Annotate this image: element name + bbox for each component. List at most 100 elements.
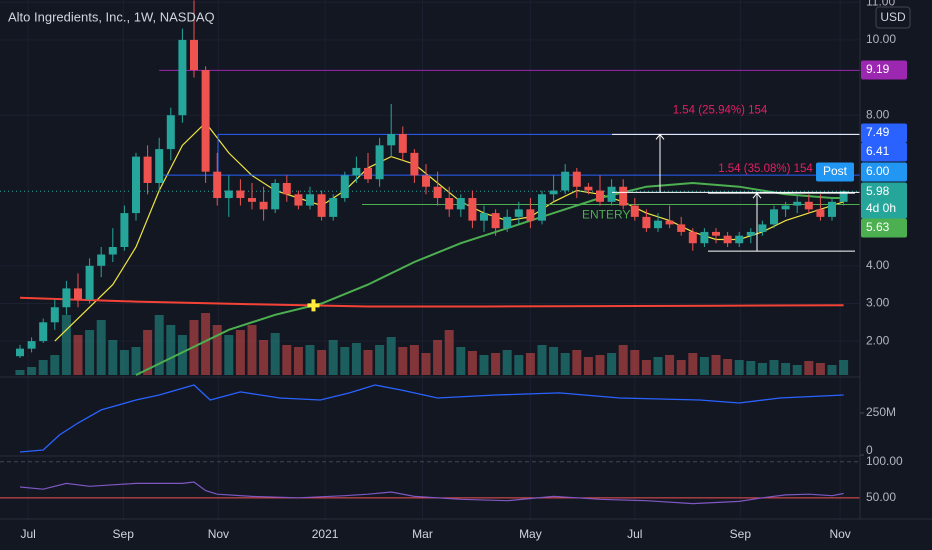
volume-bar xyxy=(491,353,501,375)
volume-bar xyxy=(560,353,570,375)
volume-bar xyxy=(50,355,60,375)
price-label-box xyxy=(861,218,907,238)
candle-body xyxy=(375,145,384,180)
volume-bar xyxy=(433,340,443,375)
candle-body xyxy=(758,224,767,232)
x-tick-label: Nov xyxy=(829,527,850,541)
volume-bar xyxy=(317,350,327,375)
volume-bar xyxy=(293,347,303,375)
volume-bar xyxy=(711,355,721,375)
volume-bar xyxy=(305,345,315,375)
x-tick-label: Mar xyxy=(412,527,433,541)
volume-bar xyxy=(537,345,547,375)
volume-bar xyxy=(607,353,617,375)
candle-body xyxy=(190,39,198,71)
candle-body xyxy=(224,190,233,199)
candle-body xyxy=(74,288,82,300)
obv-line xyxy=(19,384,844,453)
y-tick-label: 50.00 xyxy=(866,490,896,504)
y-tick-label: 2.00 xyxy=(866,333,890,347)
price-label: 6.41 xyxy=(866,144,890,158)
candle-body xyxy=(654,220,662,229)
candle-body xyxy=(97,254,106,266)
volume-bar xyxy=(502,350,512,375)
candle-body xyxy=(166,115,175,150)
candle-body xyxy=(16,348,24,357)
candle-body xyxy=(294,194,303,206)
chart-title: Alto Ingredients, Inc., 1W, NASDAQ xyxy=(8,9,215,24)
x-tick-label: Jul xyxy=(627,527,642,541)
volume-bar xyxy=(525,353,535,375)
volume-bar xyxy=(665,355,675,375)
volume-bar xyxy=(201,313,211,375)
y-tick-label: 250M xyxy=(866,405,896,419)
candle-body xyxy=(712,231,720,236)
candle-body xyxy=(642,216,651,229)
volume-bar xyxy=(340,347,350,375)
y-tick-label: 8.00 xyxy=(866,107,890,121)
plot: ENTERY 1.54 (25.94%) 154 1.54 (35.08%) 154 xyxy=(0,0,860,505)
volume-bar xyxy=(781,363,791,375)
candle-body xyxy=(561,171,570,191)
volume-bar xyxy=(549,347,559,375)
currency[interactable]: USD xyxy=(880,10,906,24)
candle-body xyxy=(108,246,117,255)
candle-body xyxy=(665,220,674,225)
volume-bar xyxy=(479,355,489,375)
volume-bar xyxy=(444,330,454,375)
candle-body xyxy=(688,231,697,244)
candle-body xyxy=(422,175,430,187)
volume-bar xyxy=(572,350,582,375)
x-tick-label: Nov xyxy=(208,527,229,541)
x-tick-label: 2021 xyxy=(312,527,339,541)
candle-body xyxy=(259,201,268,210)
candle-body xyxy=(201,70,210,172)
candle-body xyxy=(306,194,314,206)
axis: Jul Sep Nov 2021 Mar May Jul Sep Nov 11.00 10.00 8.… xyxy=(20,0,907,541)
volume-bar xyxy=(734,360,744,375)
y-tick-label: 11.00 xyxy=(866,0,895,8)
volume-bar xyxy=(421,353,431,375)
candle-body xyxy=(723,235,732,244)
volume-bar xyxy=(839,360,849,375)
candle-body xyxy=(572,171,581,187)
candle-body xyxy=(50,307,59,323)
candle-body xyxy=(27,341,36,349)
candle-body xyxy=(178,39,187,116)
volume-bar xyxy=(676,360,686,375)
volume-bar xyxy=(398,347,408,375)
rsi-line xyxy=(19,481,844,505)
candle-body xyxy=(816,209,825,217)
candle-body xyxy=(746,231,755,236)
volume-bar xyxy=(259,340,269,375)
volume-bar xyxy=(583,357,593,375)
volume-bar xyxy=(386,337,396,375)
candle-body xyxy=(143,156,152,183)
volume-bar xyxy=(699,357,709,375)
entry-text: ENTERY xyxy=(582,208,630,222)
currency-box[interactable] xyxy=(875,6,911,29)
volume-bar xyxy=(270,333,280,375)
candle-body xyxy=(387,134,396,146)
volume-bar xyxy=(792,365,802,375)
candle-body xyxy=(526,209,535,221)
volume-bar xyxy=(154,315,164,375)
candle-body xyxy=(619,186,628,206)
volume-bar xyxy=(815,363,825,375)
volume-bar xyxy=(375,345,385,375)
candle-body xyxy=(398,134,407,153)
cross-marker xyxy=(307,299,320,312)
volume-bar xyxy=(769,360,779,375)
post-label: Post xyxy=(823,164,848,178)
volume-bar xyxy=(96,320,106,375)
post-box xyxy=(816,162,854,182)
volume-bar xyxy=(15,370,25,375)
price-label: 6.00 xyxy=(866,164,890,178)
volume-bar xyxy=(61,315,71,375)
volume-bar xyxy=(224,335,234,375)
candle-body xyxy=(793,201,802,206)
candle-body xyxy=(39,322,48,342)
y-tick-label: 4.00 xyxy=(866,258,890,272)
candle-body xyxy=(445,198,454,210)
